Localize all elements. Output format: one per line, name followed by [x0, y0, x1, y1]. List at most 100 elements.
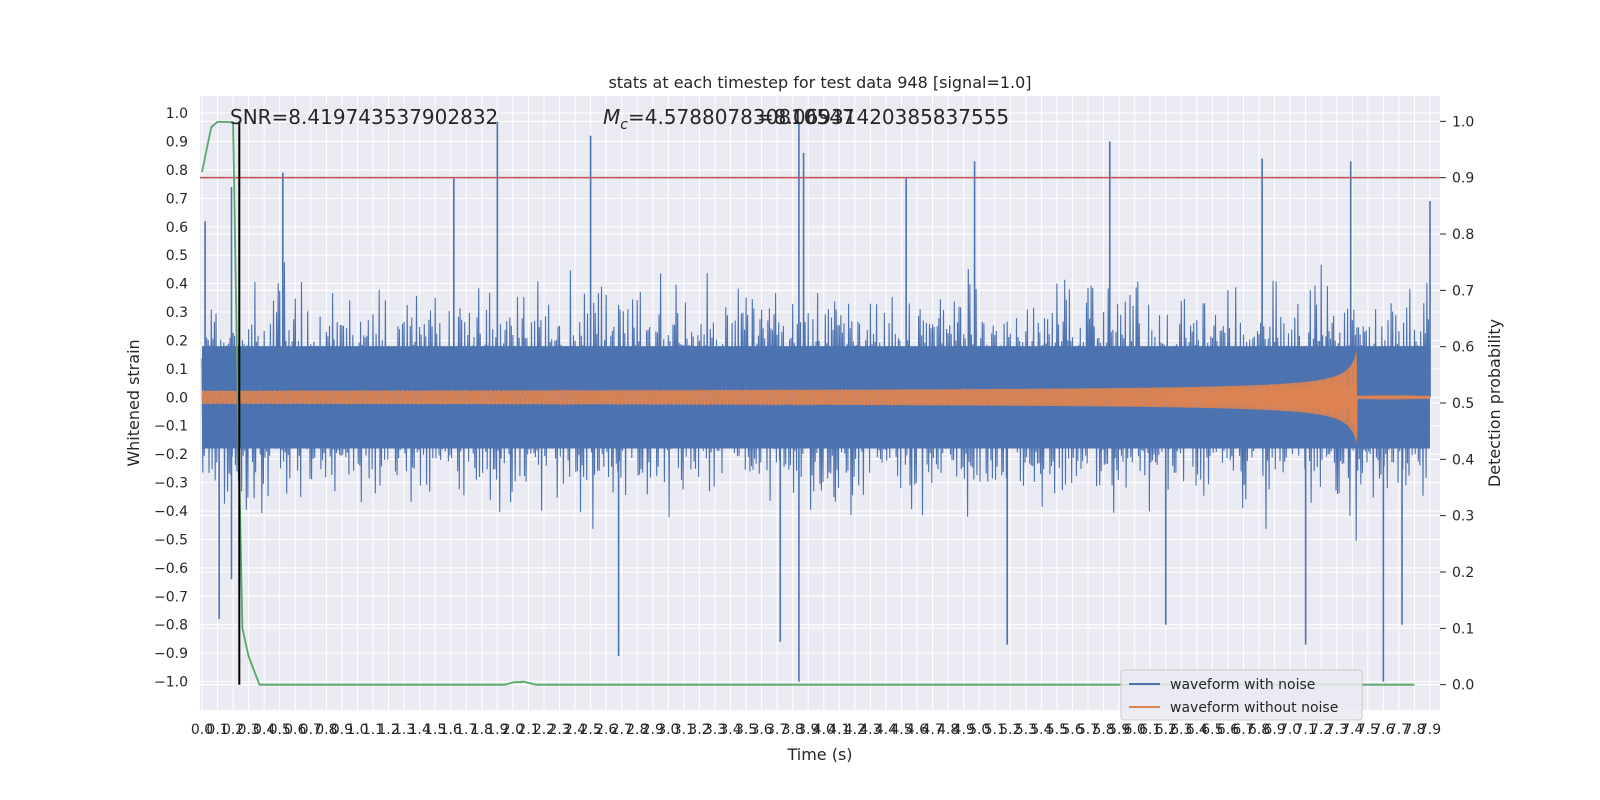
- x-tick-label: 6.8: [1248, 722, 1270, 738]
- y-tick-label: −0.4: [154, 504, 188, 520]
- x-tick-label: 1.0: [346, 722, 368, 738]
- x-tick-label: 0.6: [284, 722, 306, 738]
- y-tick-label: −0.9: [154, 646, 188, 662]
- x-tick-label: 3.6: [750, 722, 772, 738]
- x-tick-label: 5.2: [999, 722, 1021, 738]
- x-tick-label: 3.3: [704, 722, 726, 738]
- x-tick-label: 7.6: [1372, 722, 1394, 738]
- x-tick-label: 2.9: [642, 722, 664, 738]
- x-tick-label: 7.8: [1403, 722, 1425, 738]
- legend: waveform with noise waveform without noi…: [1120, 669, 1363, 721]
- x-tick-label: 5.5: [1046, 722, 1068, 738]
- x-tick-label: 0.7: [300, 722, 322, 738]
- x-tick-label: 0.9: [331, 722, 353, 738]
- x-tick-label: 7.2: [1310, 722, 1332, 738]
- x-tick-label: 2.6: [595, 722, 617, 738]
- y-tick-label: 0.4: [166, 277, 188, 293]
- legend-label-clean: waveform without noise: [1170, 700, 1338, 716]
- y-tick-label: −1.0: [154, 675, 188, 691]
- x-tick-label: 1.7: [455, 722, 477, 738]
- x-tick-label: 4.6: [906, 722, 928, 738]
- x-tick-label: 5.4: [1030, 722, 1052, 738]
- y-tick-label: −0.5: [154, 532, 188, 548]
- snr-annotation: SNR=8.419743537902832: [230, 105, 498, 129]
- legend-box: [1120, 669, 1363, 721]
- x-tick-label: 1.6: [440, 722, 462, 738]
- x-tick-label: 0.8: [315, 722, 337, 738]
- y-tick-label: 0.8: [166, 163, 188, 179]
- y-tick-label: −0.7: [154, 589, 188, 605]
- x-tick-label: 3.2: [688, 722, 710, 738]
- chirp-mass-annotation: Mc=4.578807830810547: [603, 105, 855, 133]
- x-tick-label: 4.9: [953, 722, 975, 738]
- x-tick-label: 7.9: [1419, 722, 1441, 738]
- y-tick-label: 0.5: [166, 248, 188, 264]
- y2-tick-label: 0.5: [1452, 396, 1474, 412]
- x-tick-label: 1.4: [408, 722, 430, 738]
- y2-tick-label: 1.0: [1452, 114, 1474, 130]
- x-tick-label: 0.0: [191, 722, 213, 738]
- x-tick-label: 1.8: [471, 722, 493, 738]
- y2-tick-label: 0.3: [1452, 509, 1474, 525]
- x-tick-label: 5.9: [1108, 722, 1130, 738]
- y-tick-labels: 1.0 0.9 0.8 0.7 0.6 0.5 0.4 0.3 0.2 0.1 0.0 −0.1 −0.…: [154, 106, 188, 691]
- series-waveform-without-noise-envelope: [202, 350, 1430, 445]
- x-tick-label: 1.5: [424, 722, 446, 738]
- chirp-mass-subscript: c: [620, 117, 628, 133]
- x-tick-label: 0.3: [238, 722, 260, 738]
- y2-tick-label: 0.2: [1452, 565, 1474, 581]
- x-tick-label: 6.9: [1263, 722, 1285, 738]
- x-tick-label: 0.2: [222, 722, 244, 738]
- x-tick-label: 3.8: [782, 722, 804, 738]
- x-tick-label: 3.7: [766, 722, 788, 738]
- y-axis-label: Whitened strain: [124, 339, 143, 466]
- overlapping-annotation: =8.06931420385837555: [757, 105, 1009, 129]
- x-tick-label: 4.7: [921, 722, 943, 738]
- y2-tick-label: 0.0: [1452, 678, 1474, 694]
- x-tick-label: 6.0: [1124, 722, 1146, 738]
- x-tick-label: 2.4: [564, 722, 586, 738]
- x-tick-label: 4.5: [890, 722, 912, 738]
- x-tick-label: 2.0: [502, 722, 524, 738]
- x-tick-label: 7.5: [1357, 722, 1379, 738]
- y-tick-label: −0.8: [154, 618, 188, 634]
- x-tick-label: 3.9: [797, 722, 819, 738]
- y-tick-label: 0.3: [166, 305, 188, 321]
- x-tick-labels: 0.00.10.20.30.40.50.60.70.80.91.01.11.21…: [191, 722, 1441, 738]
- series-waveform-without-noise: [201, 355, 1431, 439]
- chart-title: stats at each timestep for test data 948…: [608, 73, 1031, 92]
- x-tick-label: 5.7: [1077, 722, 1099, 738]
- y-tick-label: 1.0: [166, 106, 188, 122]
- y2-tick-label: 0.1: [1452, 621, 1474, 637]
- x-axis-label: Time (s): [786, 745, 852, 764]
- x-tick-label: 2.5: [579, 722, 601, 738]
- y-tick-label: −0.6: [154, 561, 188, 577]
- x-tick-label: 3.4: [719, 722, 741, 738]
- x-tick-label: 4.2: [844, 722, 866, 738]
- x-tick-label: 4.8: [937, 722, 959, 738]
- x-tick-label: 7.3: [1326, 722, 1348, 738]
- x-tick-label: 2.2: [533, 722, 555, 738]
- x-tick-label: 0.5: [269, 722, 291, 738]
- x-tick-label: 7.0: [1279, 722, 1301, 738]
- x-tick-label: 2.7: [611, 722, 633, 738]
- y2-tick-label: 0.6: [1452, 340, 1474, 356]
- y2-tick-label: 0.9: [1452, 171, 1474, 187]
- legend-label-noise: waveform with noise: [1170, 677, 1315, 693]
- y-tick-label: −0.1: [154, 419, 188, 435]
- y2-tick-label: 0.4: [1452, 452, 1474, 468]
- x-tick-label: 6.2: [1155, 722, 1177, 738]
- x-tick-label: 6.5: [1201, 722, 1223, 738]
- x-tick-label: 0.1: [206, 722, 228, 738]
- x-tick-label: 6.3: [1170, 722, 1192, 738]
- y-tick-label: 0.2: [166, 333, 188, 349]
- traces: [200, 121, 1440, 686]
- y-tick-label: 0.9: [166, 134, 188, 150]
- x-tick-label: 4.0: [813, 722, 835, 738]
- x-tick-label: 1.9: [486, 722, 508, 738]
- x-tick-label: 1.1: [362, 722, 384, 738]
- y-tick-label: 0.0: [166, 390, 188, 406]
- x-tick-label: 5.8: [1092, 722, 1114, 738]
- x-tick-label: 3.1: [673, 722, 695, 738]
